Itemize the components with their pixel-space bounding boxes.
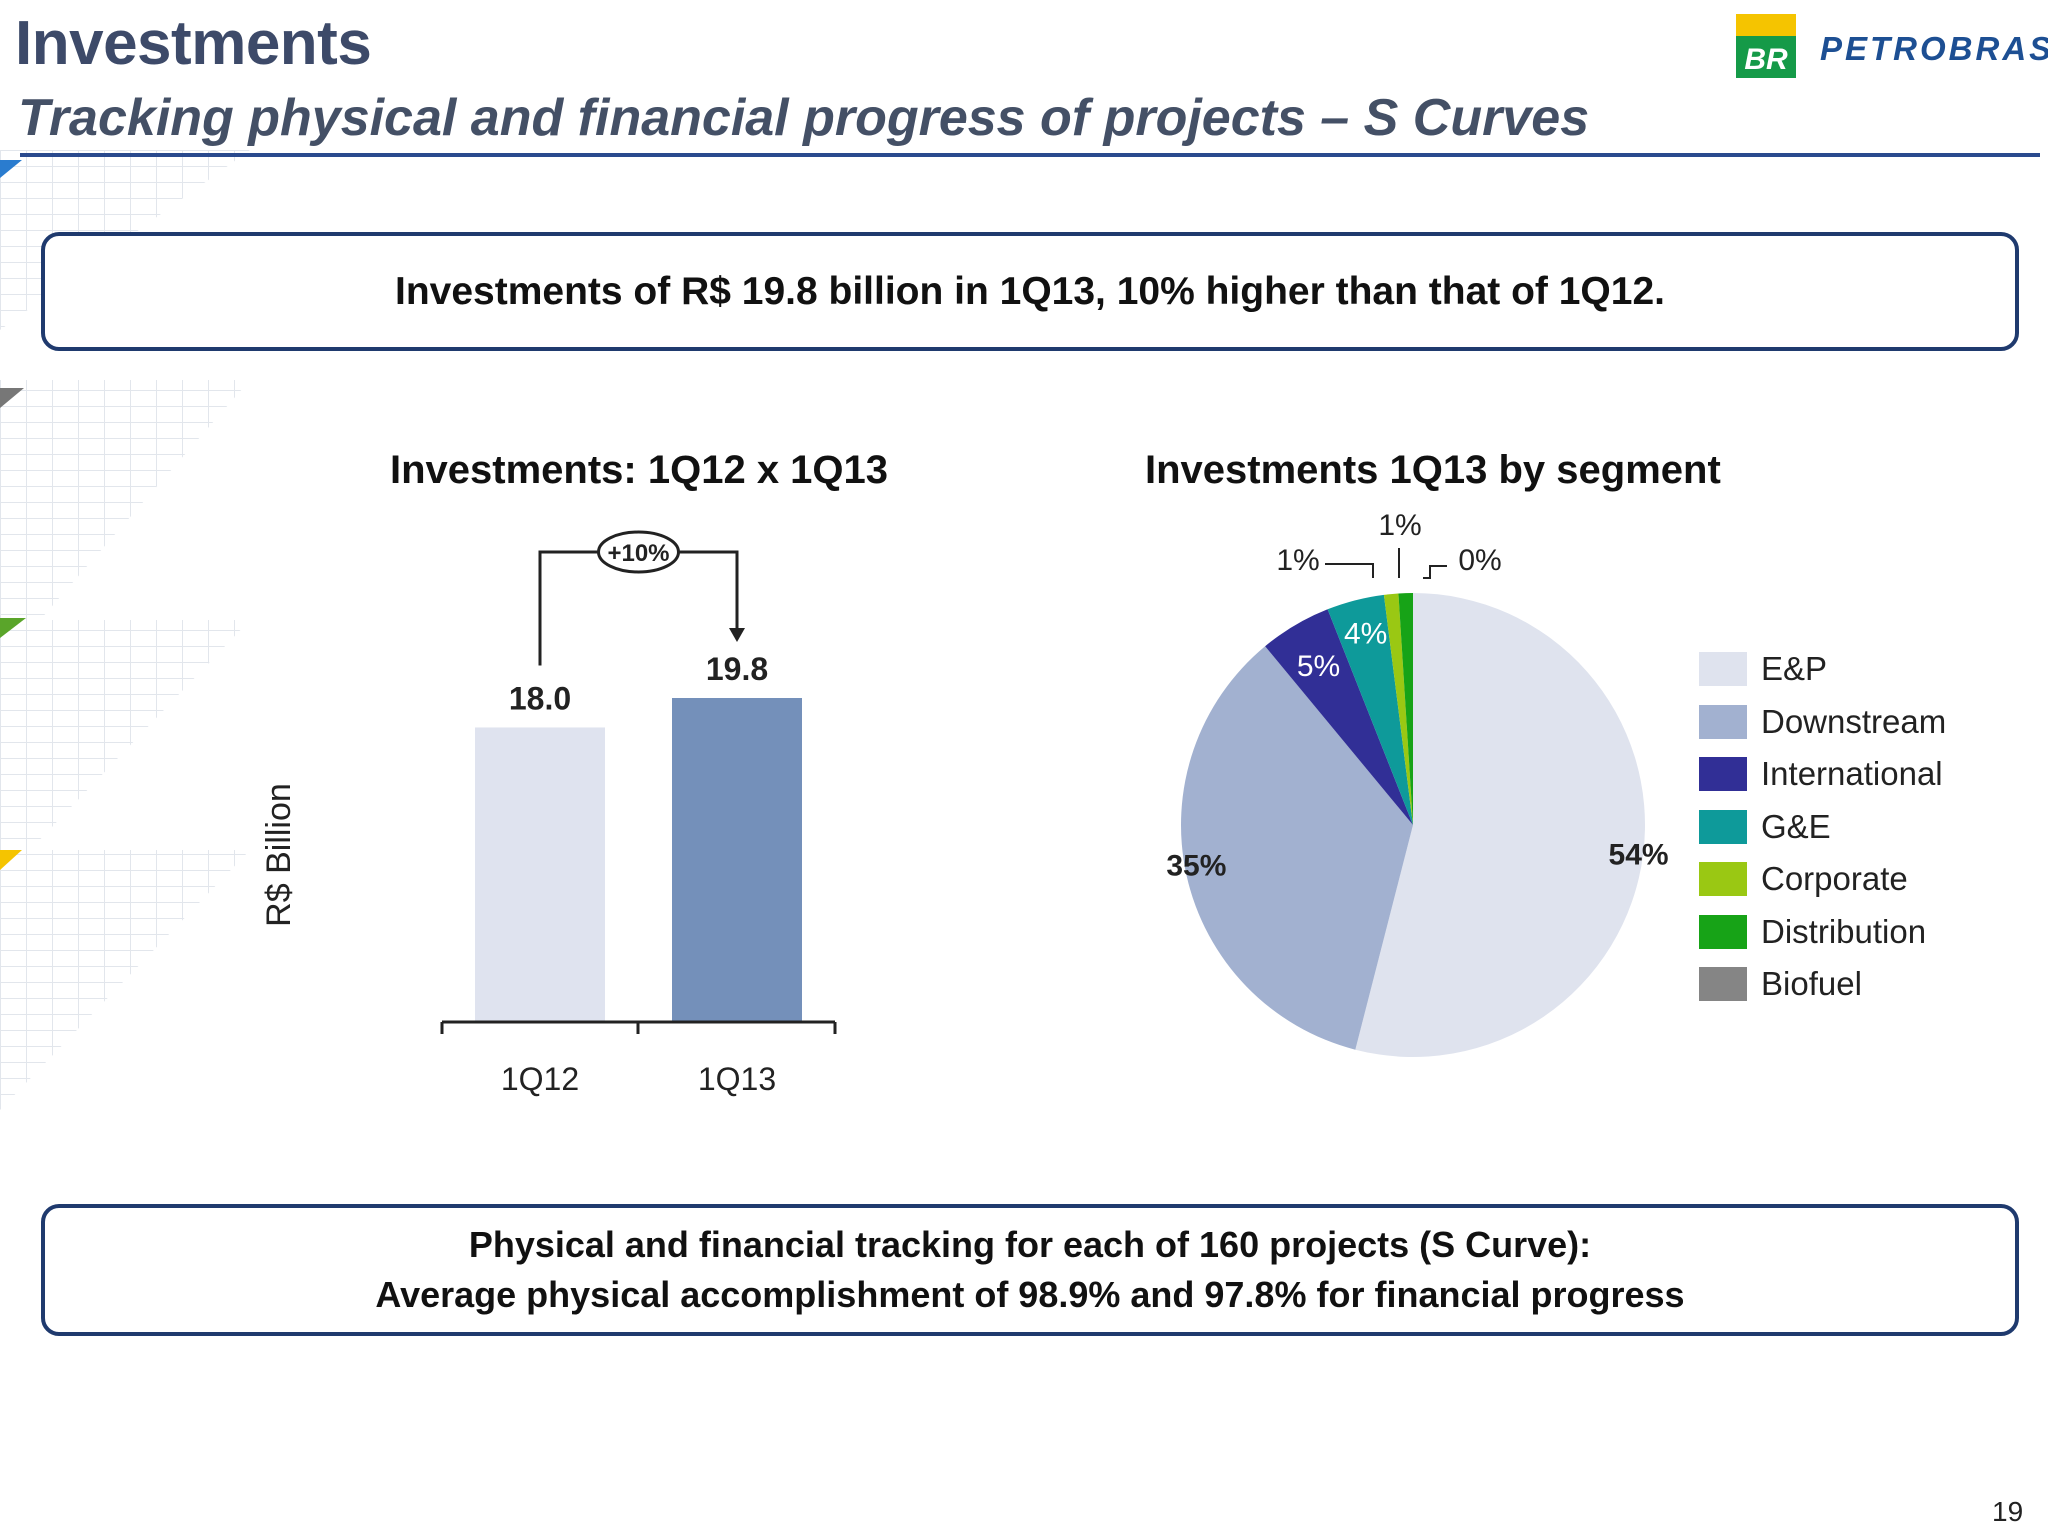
page-number: 19 (1992, 1496, 2024, 1527)
legend-swatch (1699, 652, 1747, 686)
bar-chart-title: Investments: 1Q12 x 1Q13 (390, 448, 889, 492)
bar-value-label: 19.8 (706, 651, 768, 687)
legend-item: G&E (1699, 807, 1946, 863)
growth-label: +10% (607, 540, 669, 567)
pie-value-label: 1% (1276, 544, 1319, 577)
pie-value-label: 4% (1344, 618, 1387, 651)
pie-leader-line (1325, 563, 1374, 578)
petrobras-logo: BR (1736, 14, 1796, 78)
legend-swatch (1699, 704, 1747, 739)
highlight-box-bottom: Physical and financial tracking for each… (41, 1204, 2019, 1336)
bar-1Q12 (475, 727, 605, 1022)
legend-label: Distribution (1761, 912, 1927, 950)
x-tick-label: 1Q12 (501, 1061, 579, 1097)
legend-item: Corporate (1699, 862, 1946, 915)
legend-item: Distribution (1699, 912, 1946, 968)
page-title: Investments (15, 9, 372, 78)
legend-swatch (1699, 914, 1747, 949)
x-tick-label: 1Q13 (698, 1061, 776, 1097)
pie-slice-international (1265, 609, 1413, 825)
pie-slice-ge (1327, 594, 1413, 825)
pie-legend: E&P Downstream International G&E Corporate Di… (1699, 652, 1946, 1020)
pie-slice-ep (1355, 593, 1645, 1057)
pie-value-label: 54% (1609, 838, 1669, 871)
pie-value-label: 1% (1378, 509, 1421, 542)
legend-swatch (1699, 809, 1747, 844)
pie-chart-title: Investments 1Q13 by segment (1145, 448, 1721, 492)
legend-label: Corporate (1761, 860, 1908, 897)
bar-value-label: 18.0 (509, 680, 571, 716)
legend-item: Biofuel (1699, 967, 1946, 1020)
pie-value-label: 0% (1458, 544, 1501, 577)
legend-label: International (1761, 755, 1943, 792)
legend-item: E&P (1699, 652, 1946, 705)
highlight-line-1: Physical and financial tracking for each… (468, 1224, 1592, 1265)
legend-label: G&E (1761, 807, 1831, 845)
legend-label: E&P (1761, 650, 1828, 687)
pie-slice-corporate (1383, 593, 1413, 825)
growth-arrowhead (729, 628, 745, 642)
pie-slice-distribution (1398, 593, 1413, 825)
pie-slice-downstream (1181, 646, 1413, 1050)
legend-swatch (1699, 757, 1747, 791)
bar-1Q13 (672, 698, 802, 1022)
legend-item: Downstream (1699, 702, 1947, 758)
pie-chart: 54% 35% 5%4% 1% 1% 0% (1166, 509, 1669, 1057)
page-subtitle: Tracking physical and financial progress… (18, 89, 1590, 147)
pie-value-label: 5% (1297, 650, 1340, 683)
y-axis-label: R$ Billion (260, 783, 298, 927)
legend-label: Downstream (1761, 702, 1947, 740)
highlight-line-2: Average physical accomplishment of 98.9%… (375, 1274, 1685, 1315)
header-divider (20, 153, 2040, 157)
legend-swatch (1699, 967, 1747, 1001)
highlight-text: Investments of R$ 19.8 billion in 1Q13, … (395, 269, 1665, 313)
pie-value-label: 35% (1166, 849, 1226, 882)
logo-wordmark: PETROBRAS (1820, 30, 2048, 67)
growth-badge (597, 530, 680, 574)
bar-chart: R$ Billion 18.0 1Q12 19.8 1Q13 +10% (260, 530, 837, 1097)
legend-swatch (1699, 862, 1747, 896)
legend-item: International (1699, 757, 1946, 810)
logo-badge: BR (1744, 43, 1788, 76)
legend-label: Biofuel (1761, 965, 1862, 1002)
highlight-box-top: Investments of R$ 19.8 billion in 1Q13, … (41, 232, 2019, 351)
pie-leader-line (1423, 565, 1447, 579)
